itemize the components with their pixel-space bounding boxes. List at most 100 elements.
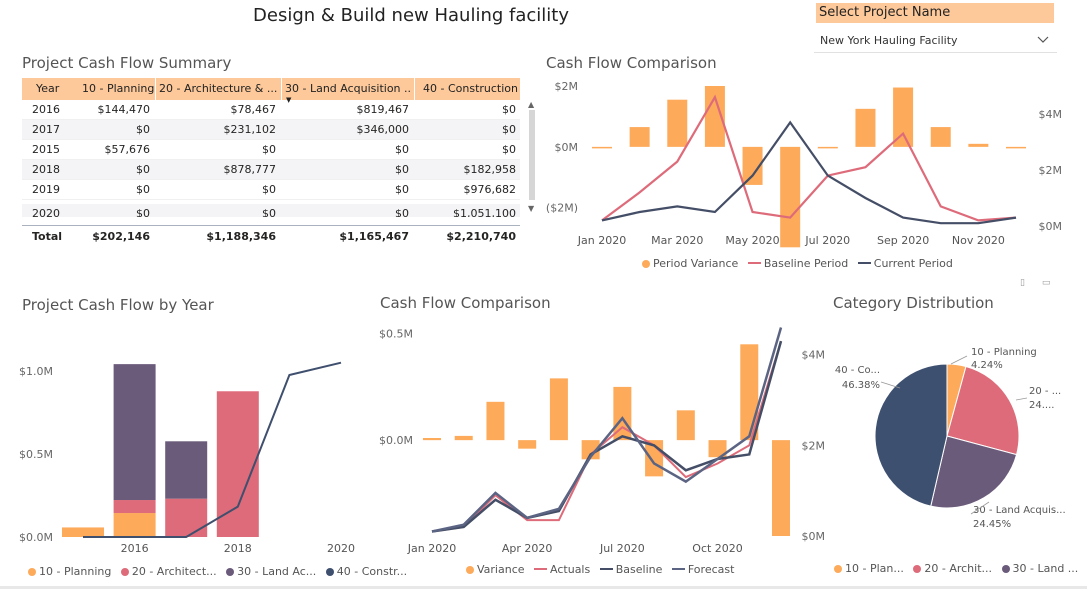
legend-item-actuals[interactable]: Actuals <box>534 563 590 576</box>
cell-construction: $1,051,100 <box>453 207 516 217</box>
variance-bar <box>454 435 473 441</box>
scroll-down-icon[interactable]: ▼ <box>528 204 535 213</box>
legend-label: Period Variance <box>653 257 739 270</box>
y-left-tick-label: $0M <box>555 141 579 154</box>
cash-flow-comparison-chart-bottom: $0.5M $0.0M $4M $2M $0M Jan 2020 Apr 2020 Jul 2… <box>379 327 826 555</box>
cell-architecture: $0 <box>262 183 276 196</box>
x-tick-label: 2018 <box>224 542 252 555</box>
cell-year: 2015 <box>32 143 60 156</box>
land-acquisition-bar <box>165 441 208 499</box>
chart2-title: Project Cash Flow by Year <box>22 296 214 314</box>
legend-item-planning[interactable]: 10 - Plan... <box>834 562 904 575</box>
sort-descending-icon[interactable]: ▼ <box>286 96 292 104</box>
variance-bar <box>704 86 725 147</box>
chart3-title: Cash Flow Comparison <box>380 294 551 312</box>
header-architecture[interactable]: 20 - Architecture & ... <box>159 82 278 95</box>
legend-dot <box>120 568 129 576</box>
current-period-line <box>601 120 1017 225</box>
table-scrollbar[interactable]: ▲ ▼ <box>528 100 536 218</box>
cell-construction: $182,958 <box>463 163 517 176</box>
legend-item-forecast[interactable]: Forecast <box>671 563 734 576</box>
pie-leader-line <box>970 501 990 515</box>
variance-bar <box>613 386 632 441</box>
y-right-tick-label: $0M <box>802 530 826 543</box>
total-land: $1,165,467 <box>339 230 409 243</box>
slicer-title: Select Project Name <box>816 3 1054 23</box>
legend-item-baseline-period[interactable]: Baseline Period <box>747 257 848 270</box>
legend-item-construction[interactable]: 40 - Constr... <box>325 565 408 578</box>
legend-label: 20 - Architect... <box>131 565 217 578</box>
cell-planning: $57,676 <box>104 143 151 156</box>
x-tick-label: May 2020 <box>725 234 779 247</box>
legend-label: Variance <box>477 563 525 576</box>
legend-item-current-period[interactable]: Current Period <box>857 257 953 270</box>
legend-line <box>747 262 761 264</box>
pie-label-percent: 46.38% <box>842 380 880 391</box>
project-dropdown-value: New York Hauling Facility <box>820 34 958 47</box>
baseline-period-line <box>601 94 1017 222</box>
legend-item-planning[interactable]: 10 - Planning <box>28 565 111 578</box>
legend-dot <box>642 260 650 268</box>
scroll-up-icon[interactable]: ▲ <box>528 100 535 109</box>
legend-label: 30 - Land ... <box>1012 562 1079 575</box>
pie-label-name: 30 - Land Acquis... <box>973 505 1066 516</box>
legend-dot <box>834 565 842 573</box>
variance-bar <box>772 440 790 536</box>
cell-architecture: $231,102 <box>223 123 277 136</box>
legend-item-period-variance[interactable]: Period Variance <box>642 257 738 270</box>
table-header: Year 10 - Planning 20 - Architecture & .… <box>22 78 520 104</box>
legend-item-land[interactable]: 30 - Land Ac... <box>226 565 316 578</box>
cell-construction: $976,682 <box>463 183 517 196</box>
cell-architecture: $0 <box>262 143 276 156</box>
legend-label: Baseline <box>615 563 663 576</box>
pie-slice <box>874 363 948 507</box>
header-construction[interactable]: 40 - Construction <box>423 82 518 95</box>
legend-label: 30 - Land Ac... <box>237 565 317 578</box>
baseline-line <box>431 340 783 533</box>
y-right-tick-label: $2M <box>1039 164 1063 177</box>
cell-planning: $0 <box>136 163 150 176</box>
y-left-tick-label: $2M <box>555 80 579 93</box>
legend-label: 40 - Constr... <box>336 565 408 578</box>
chevron-down-icon[interactable] <box>1037 29 1049 53</box>
legend-item-land[interactable]: 30 - Land ... <box>1001 562 1079 575</box>
pie-slice <box>946 365 1020 456</box>
variance-bar <box>968 143 989 147</box>
cell-land: $0 <box>395 207 409 217</box>
pie-label-percent: 4.24% <box>971 360 1003 371</box>
cell-construction: $0 <box>502 123 516 136</box>
variance-bar <box>486 401 505 441</box>
pie-label-name: 20 - ... <box>1029 386 1061 397</box>
header-land-acquisition[interactable]: 30 - Land Acquisition ... <box>285 82 410 95</box>
chart3-legend: Variance Actuals Baseline Forecast <box>466 563 740 576</box>
variance-bar <box>740 344 759 441</box>
legend-label: Current Period <box>873 257 953 270</box>
legend-item-baseline[interactable]: Baseline <box>599 563 663 576</box>
legend-item-architecture[interactable]: 20 - Archit... <box>913 562 992 575</box>
legend-dot <box>1001 565 1010 573</box>
legend-dot <box>226 568 235 576</box>
cell-architecture: $878,777 <box>223 163 277 176</box>
x-tick-label: Mar 2020 <box>651 234 703 247</box>
legend-dot <box>325 568 334 576</box>
header-planning[interactable]: 10 - Planning <box>82 82 155 95</box>
cell-land: $0 <box>395 163 409 176</box>
variance-bar <box>581 440 600 460</box>
pie-leader-line <box>1015 397 1028 401</box>
x-tick-label: Jan 2020 <box>577 234 626 247</box>
more-options-icon[interactable]: ▭ <box>1041 278 1051 288</box>
legend-item-variance[interactable]: Variance <box>466 563 525 576</box>
cell-land: $0 <box>395 183 409 196</box>
table-row: 2019 $0 $0 $0 $976,682 <box>22 180 520 200</box>
cell-year: 2020 <box>32 207 60 217</box>
variance-bar <box>667 99 688 147</box>
header-year[interactable]: Year <box>36 82 60 95</box>
legend-label: 20 - Archit... <box>924 562 993 575</box>
cell-year: 2018 <box>32 163 60 176</box>
scroll-thumb[interactable] <box>529 110 535 200</box>
variance-bar <box>549 378 568 441</box>
focus-icon[interactable]: ▯ <box>1020 278 1025 288</box>
project-dropdown[interactable]: New York Hauling Facility <box>814 29 1057 53</box>
legend-item-architecture[interactable]: 20 - Architect... <box>120 565 217 578</box>
legend-label: 10 - Planning <box>39 565 112 578</box>
